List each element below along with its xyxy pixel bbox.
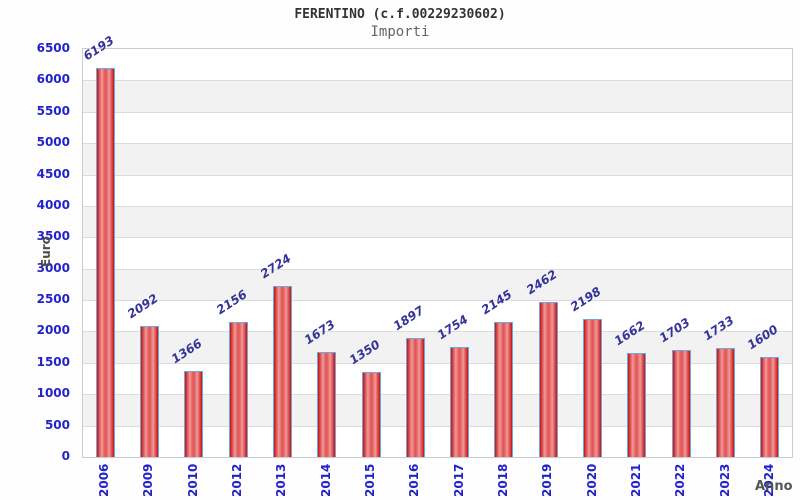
x-tick-label: 2013	[274, 463, 289, 497]
y-tick-label: 500	[44, 417, 70, 432]
y-tick-label: 4000	[36, 197, 70, 212]
bar	[716, 348, 736, 457]
bar	[494, 322, 514, 457]
y-tick-label: 1000	[36, 386, 70, 401]
gridline	[83, 80, 792, 82]
gridline	[83, 111, 792, 113]
y-tick-label: 5000	[36, 135, 70, 150]
gridline	[83, 394, 792, 396]
y-tick-label: 0	[61, 449, 70, 463]
y-tick-label: 4500	[36, 166, 70, 181]
gridline	[83, 237, 792, 239]
x-tick-label: 2020	[584, 463, 599, 497]
y-tick-label: 5500	[36, 103, 70, 118]
grid-band	[83, 237, 792, 269]
x-tick-label: 2023	[717, 463, 732, 497]
x-tick-label: 2016	[407, 463, 422, 497]
gridline	[83, 268, 792, 270]
x-tick-label: 2015	[363, 463, 378, 497]
grid-band	[83, 80, 792, 112]
gridline	[83, 300, 792, 302]
bar	[95, 68, 115, 457]
y-tick-label: 2000	[36, 323, 70, 338]
y-tick-label: 6000	[36, 72, 70, 87]
bar	[361, 372, 381, 457]
bar	[139, 325, 159, 457]
bar	[671, 350, 691, 457]
gridline	[83, 362, 792, 364]
x-tick-label: 2010	[185, 463, 200, 497]
bar	[317, 351, 337, 457]
bar	[760, 356, 780, 457]
x-tick-label: 2014	[318, 463, 333, 497]
gridline	[83, 143, 792, 145]
x-tick-label: 2009	[141, 463, 156, 497]
x-tick-label: 2018	[495, 463, 510, 497]
bar	[405, 337, 425, 457]
plot-area: 6193 2092 1366 2156 2724 1673 1350 1897 1754 2145…	[80, 33, 793, 458]
x-tick-label: 2022	[673, 463, 688, 497]
bar	[450, 346, 470, 457]
gridline	[83, 174, 792, 176]
grid-band	[83, 111, 792, 144]
y-tick-label: 2500	[36, 292, 70, 307]
x-tick-label: 2017	[451, 463, 466, 497]
x-tick-label: 2019	[540, 463, 555, 497]
x-tick-label: 2012	[230, 463, 245, 497]
chart-title: FERENTINO (c.f.00229230602)	[294, 7, 506, 22]
bar	[272, 286, 292, 457]
gridline	[83, 205, 792, 207]
gridline	[83, 331, 792, 333]
y-tick-label: 3000	[36, 260, 70, 275]
chart-subtitle: Importi	[370, 24, 430, 40]
bar	[184, 371, 204, 457]
y-tick-label: 1500	[36, 354, 70, 369]
grid-band	[83, 300, 792, 332]
y-axis-title: Euro	[39, 236, 53, 267]
grid-band	[83, 205, 792, 238]
bar	[228, 321, 248, 457]
x-tick-label: 2006	[97, 463, 112, 497]
grid-band	[83, 49, 792, 81]
y-tick-label: 6500	[36, 41, 70, 55]
bar	[538, 302, 558, 457]
grid-band	[83, 174, 792, 206]
bar	[627, 352, 647, 457]
bar	[583, 319, 603, 457]
x-axis-title: Anno	[755, 479, 793, 494]
grid-band	[83, 268, 792, 301]
x-tick-label: 2021	[628, 463, 643, 497]
gridline	[83, 425, 792, 427]
grid-band	[83, 143, 792, 175]
y-tick-label: 3500	[36, 229, 70, 244]
